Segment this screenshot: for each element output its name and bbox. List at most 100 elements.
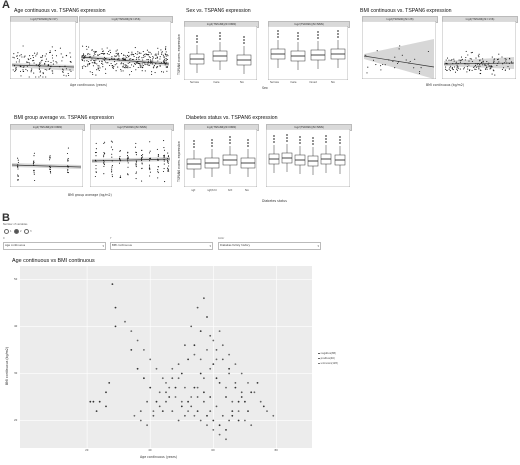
scatter-point-negative — [95, 410, 98, 412]
scatter-point-unknown — [212, 429, 215, 431]
age-point — [69, 69, 71, 71]
age-point — [163, 56, 166, 58]
bmig-point — [148, 164, 151, 166]
bmig-point — [111, 141, 113, 143]
y-tick-label: 50 — [14, 277, 18, 281]
age-point — [122, 70, 124, 72]
age-point — [147, 62, 149, 64]
age-point — [32, 55, 34, 57]
bmig-point — [111, 156, 113, 158]
age-point — [98, 65, 100, 67]
bmi-point — [508, 62, 510, 65]
age-point — [147, 61, 149, 63]
bmi-point — [452, 69, 454, 71]
age-point — [29, 55, 31, 57]
age-point — [93, 59, 95, 61]
age-point — [13, 53, 15, 55]
bmig-point — [127, 166, 129, 168]
bmi-point — [382, 63, 384, 66]
scatter-plot — [20, 266, 312, 448]
scatter-point-negative — [215, 377, 218, 380]
age-point — [144, 62, 146, 64]
y-select[interactable]: BMI continuous ▾ — [110, 242, 213, 250]
age-point — [137, 51, 139, 53]
scatter-point-negative — [196, 410, 199, 412]
age-point — [83, 65, 85, 67]
sex-box-outlier — [219, 35, 221, 37]
age-point — [40, 56, 42, 59]
bmig-point — [68, 166, 70, 168]
age-point — [127, 56, 130, 58]
bmi-point — [445, 66, 447, 68]
bmi-point — [502, 63, 504, 65]
bmig-point — [95, 142, 97, 144]
age-point — [62, 68, 64, 70]
bmig-point — [157, 177, 159, 179]
age-point — [35, 55, 37, 57]
chevron-down-icon: ▾ — [209, 244, 211, 248]
age-point — [126, 56, 128, 58]
age-point — [162, 71, 165, 73]
scatter-point-positive — [234, 382, 237, 384]
bmig-point — [127, 157, 129, 159]
scatter-point-positive — [184, 414, 186, 417]
age-point — [50, 62, 52, 64]
bmi-point — [446, 57, 449, 59]
sex-box-outlier — [219, 32, 221, 34]
age-point — [44, 68, 46, 71]
radio-1-label: 1 — [10, 230, 12, 233]
sex-section-title: Sex vs. TSPAN6 expression — [186, 8, 251, 14]
age-point — [24, 55, 26, 57]
age-point — [123, 54, 125, 56]
age-point — [159, 58, 161, 60]
bmig-point — [103, 142, 105, 144]
color-select[interactable]: Diabetes family history ▾ — [218, 242, 321, 250]
bmig-point — [119, 158, 121, 160]
radio-option-3[interactable]: 3 — [24, 229, 32, 234]
bmi-point — [479, 60, 481, 62]
scatter-point-unknown — [136, 339, 139, 342]
bmig-point — [163, 140, 165, 142]
bmi-point — [487, 63, 489, 66]
age-point — [165, 51, 167, 53]
bmig-point — [135, 160, 137, 162]
age-point — [17, 52, 19, 54]
scatter-point-negative — [212, 363, 215, 365]
bmig-point — [103, 161, 105, 164]
scatter-xlabel: Age continuous (years) — [140, 455, 177, 459]
age-point — [55, 55, 58, 57]
age-point — [94, 53, 96, 56]
age-point — [91, 62, 93, 64]
age-point — [45, 58, 47, 60]
age-point — [69, 52, 71, 54]
radio-option-1[interactable]: 1 — [4, 229, 12, 234]
bmi-point — [450, 65, 452, 67]
x-select[interactable]: Age continuous ▾ — [3, 242, 106, 250]
radio-2-circle[interactable] — [14, 229, 19, 234]
age-point — [112, 66, 114, 69]
radio-3-circle[interactable] — [24, 229, 29, 234]
radio-option-2[interactable]: 2 — [14, 229, 22, 234]
radio-1-circle[interactable] — [4, 229, 9, 234]
age-point — [161, 53, 163, 55]
scatter-point-unknown — [165, 382, 167, 384]
age-point — [125, 64, 127, 66]
x-select-label: X — [3, 237, 5, 240]
scatter-point-unknown — [143, 349, 145, 351]
age-point — [94, 60, 96, 62]
scatter-point-positive — [228, 419, 231, 422]
bmi-point — [409, 60, 411, 63]
scatter-point-negative — [114, 306, 117, 309]
bmi-point — [419, 71, 421, 73]
age-point — [14, 70, 16, 73]
scatter-point-unknown — [244, 419, 246, 422]
scatter-point-negative — [193, 386, 196, 389]
age-point — [117, 52, 119, 54]
age-point — [120, 53, 123, 55]
age-point — [149, 51, 151, 53]
bmig-point — [135, 171, 137, 173]
age-point — [51, 46, 53, 48]
scatter-point-positive — [215, 405, 218, 408]
bmi-point — [427, 50, 429, 53]
bmig-point — [140, 155, 143, 157]
